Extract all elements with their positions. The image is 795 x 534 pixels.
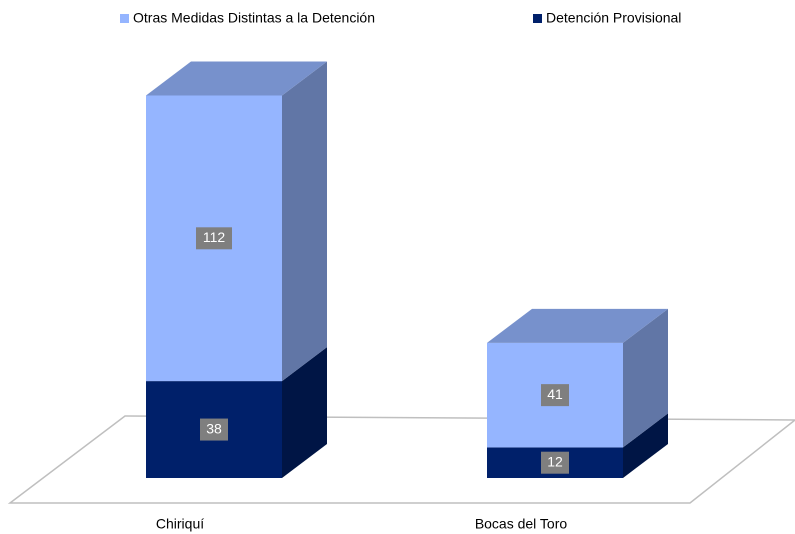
value-label: 112 — [203, 229, 226, 245]
value-label: 38 — [206, 420, 222, 436]
legend-label: Detención Provisional — [546, 10, 681, 26]
value-label-box — [541, 451, 569, 474]
legend-swatch — [120, 14, 129, 23]
bar-top — [146, 61, 327, 96]
bar-side — [623, 413, 668, 478]
bar-side — [282, 347, 327, 478]
bar-top — [487, 308, 668, 343]
value-label-box — [541, 384, 569, 407]
value-label-box — [200, 418, 228, 441]
legend-label: Otras Medidas Distintas a la Detención — [133, 10, 375, 26]
value-label-box — [196, 227, 232, 250]
x-tick-label: Chiriquí — [156, 516, 204, 532]
floor — [7, 415, 795, 504]
bar-side — [282, 61, 327, 382]
legend-swatch — [533, 14, 542, 23]
value-label: 12 — [547, 453, 563, 469]
value-label: 41 — [547, 386, 563, 402]
x-tick-label: Bocas del Toro — [475, 516, 568, 532]
bar-side — [623, 308, 668, 448]
